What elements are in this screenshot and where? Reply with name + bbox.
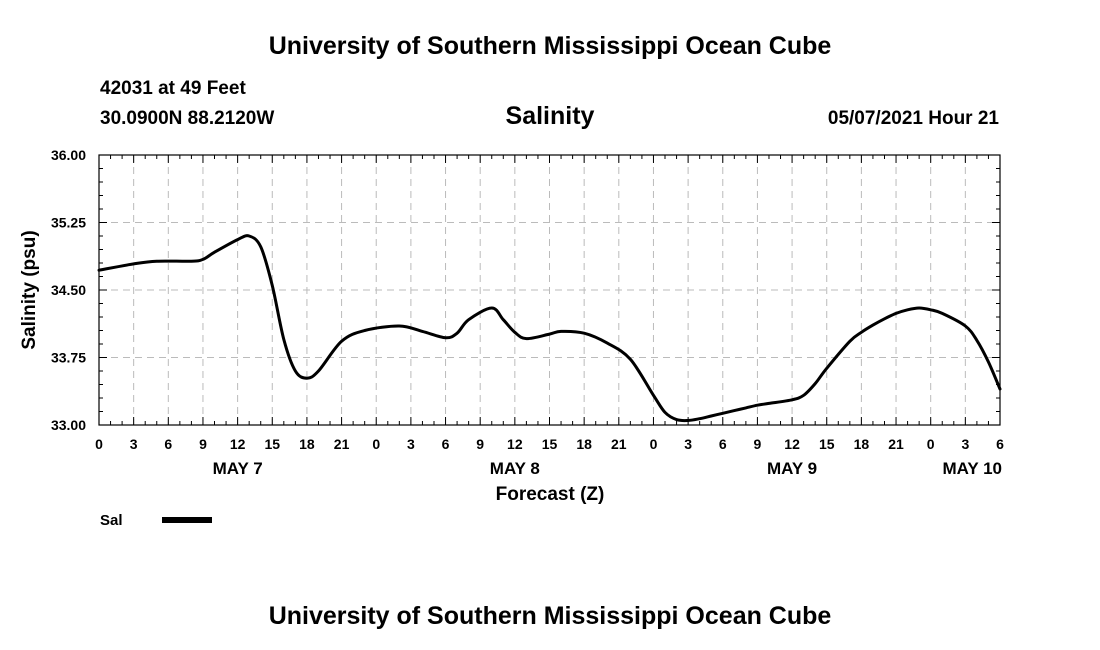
timestamp-label: 05/07/2021 Hour 21	[828, 108, 1000, 129]
x-tick-label: 15	[264, 436, 280, 452]
x-tick-label: 0	[372, 436, 380, 452]
y-axis-label: Salinity (psu)	[19, 230, 40, 349]
x-tick-label: 3	[961, 436, 969, 452]
y-tick-label: 36.00	[51, 147, 86, 163]
footer-title: University of Southern Mississippi Ocean…	[269, 602, 832, 630]
x-tick-label: 21	[334, 436, 350, 452]
x-tick-label: 18	[854, 436, 870, 452]
x-tick-label: 6	[164, 436, 172, 452]
x-tick-label: 6	[442, 436, 450, 452]
coordinates-label: 30.0900N 88.2120W	[100, 108, 274, 129]
x-tick-label: 21	[611, 436, 627, 452]
x-tick-label: 9	[476, 436, 484, 452]
x-tick-label: 18	[299, 436, 315, 452]
grid	[99, 155, 1000, 425]
y-tick-label: 33.75	[51, 350, 86, 366]
x-tick-label: 9	[199, 436, 207, 452]
x-tick-label: 12	[230, 436, 246, 452]
x-tick-label: 6	[996, 436, 1004, 452]
x-tick-label: 9	[754, 436, 762, 452]
x-tick-label: 0	[95, 436, 103, 452]
x-axis-tick-labels: 0 3 6 9 12 15 18 21 0 3 6 9 12 15 18 21 0 3 6 9 12 15 18 21 0 3 6	[95, 436, 1004, 452]
x-tick-label: 3	[130, 436, 138, 452]
x-tick-label: 0	[927, 436, 935, 452]
x-tick-label: 15	[542, 436, 558, 452]
legend-label: Sal	[100, 512, 123, 529]
date-label: MAY 9	[767, 459, 817, 478]
y-axis-tick-labels: 33.00 33.75 34.50 35.25 36.00	[51, 147, 86, 433]
x-axis-date-labels: MAY 7 MAY 8 MAY 9 MAY 10	[213, 459, 1002, 478]
x-tick-label: 12	[507, 436, 523, 452]
x-tick-label: 6	[719, 436, 727, 452]
date-label: MAY 8	[490, 459, 540, 478]
station-label: 42031 at 49 Feet	[100, 78, 246, 99]
x-tick-label: 21	[888, 436, 904, 452]
x-tick-label: 0	[650, 436, 658, 452]
salinity-series-line	[97, 234, 1002, 423]
x-tick-label: 12	[784, 436, 800, 452]
y-tick-label: 34.50	[51, 282, 86, 298]
chart-title: Salinity	[506, 102, 595, 130]
x-tick-label: 3	[407, 436, 415, 452]
date-label: MAY 7	[213, 459, 263, 478]
page-title: University of Southern Mississippi Ocean…	[269, 32, 832, 60]
date-label: MAY 10	[942, 459, 1002, 478]
x-axis-label: Forecast (Z)	[496, 484, 605, 505]
x-tick-label: 15	[819, 436, 835, 452]
y-tick-label: 33.00	[51, 417, 86, 433]
x-tick-label: 3	[684, 436, 692, 452]
axis-ticks	[98, 154, 1001, 426]
y-tick-label: 35.25	[51, 215, 86, 231]
x-tick-label: 18	[576, 436, 592, 452]
